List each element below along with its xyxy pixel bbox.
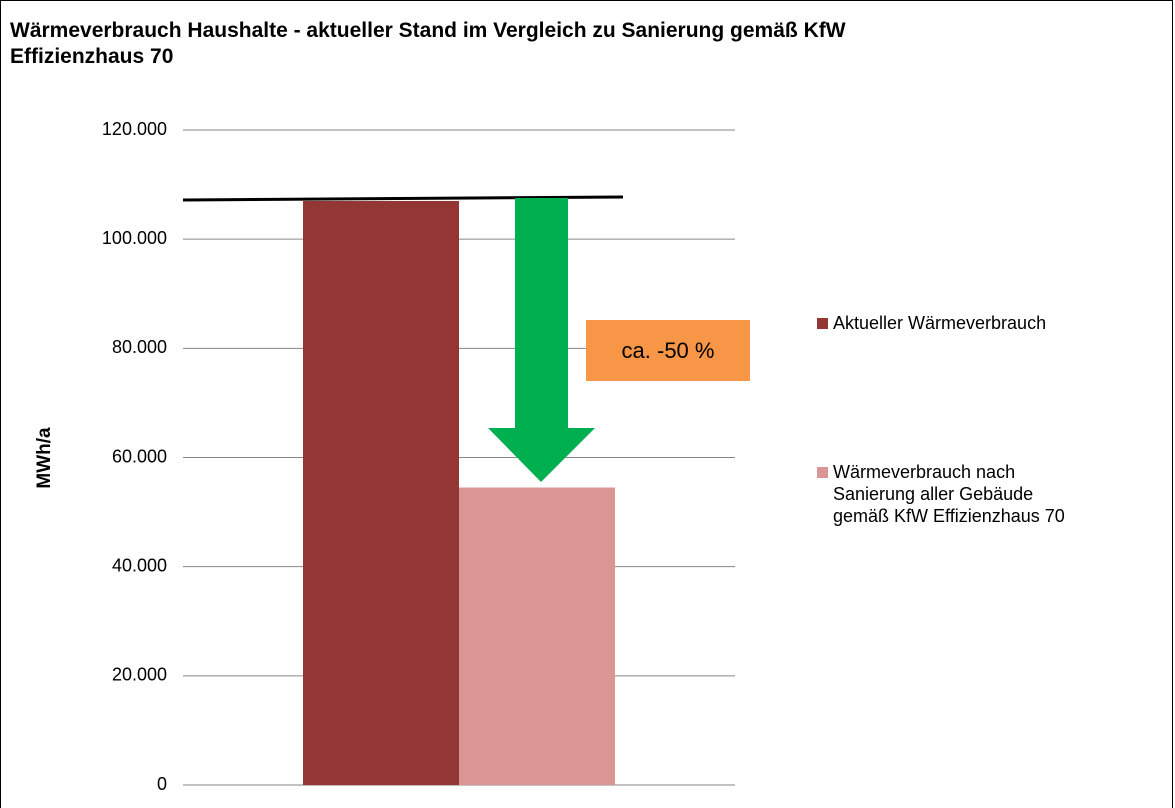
y-tick-label: 120.000 bbox=[102, 119, 167, 139]
legend-item: Wärmeverbrauch nach Sanierung aller Gebä… bbox=[817, 461, 1093, 527]
legend-swatch bbox=[817, 318, 828, 329]
y-tick-label: 100.000 bbox=[102, 228, 167, 248]
legend-item: Aktueller Wärmeverbrauch bbox=[817, 312, 1093, 334]
legend-label: Wärmeverbrauch nach Sanierung aller Gebä… bbox=[833, 462, 1065, 526]
y-tick-label: 0 bbox=[157, 774, 167, 794]
reference-line bbox=[182, 195, 624, 202]
annotation: ca. -50 % bbox=[586, 320, 750, 381]
bar bbox=[459, 487, 615, 785]
y-tick-label: 60.000 bbox=[112, 446, 167, 466]
reduction-arrow bbox=[488, 198, 595, 482]
legend-label: Aktueller Wärmeverbrauch bbox=[833, 313, 1047, 333]
y-axis-label: MWh/a bbox=[34, 427, 55, 489]
chart-title: Wärmeverbrauch Haushalte - aktueller Sta… bbox=[10, 19, 846, 68]
y-tick-label: 80.000 bbox=[112, 337, 167, 357]
bar bbox=[303, 200, 459, 786]
legend-swatch bbox=[817, 467, 828, 478]
y-tick-label: 20.000 bbox=[112, 665, 167, 685]
y-tick-label: 40.000 bbox=[112, 555, 167, 575]
